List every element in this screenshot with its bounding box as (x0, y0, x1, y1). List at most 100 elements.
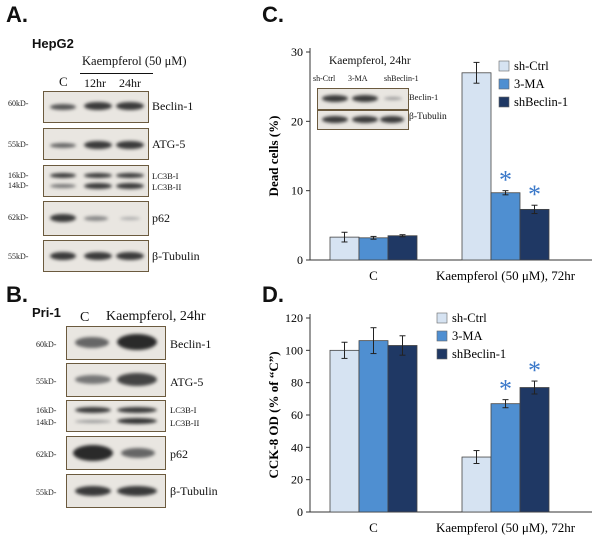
panel-b-protein-atg5: ATG-5 (170, 375, 204, 389)
panel-a-treatment-bracket (80, 73, 153, 74)
panel-a-blot-lc3b (43, 165, 149, 197)
panel-a-protein-p62: p62 (152, 211, 170, 225)
panel-d-bar-shBeclin-1-kaempferol (519, 387, 550, 513)
panel-d-bar-3-MA-control (358, 340, 389, 513)
panel-c-inset-lane-shctrl: sh-Ctrl (313, 74, 336, 83)
panel-c-bar-sh-Ctrl-kaempferol (461, 72, 492, 261)
panel-c-legend-swatch-sh-Ctrl (498, 60, 510, 72)
panel-d-y-axis-label: CCK-8 OD (% of “C”) (266, 351, 281, 478)
panel-c-significance-star: * (499, 166, 512, 195)
panel-d-y-tick-label: 80 (291, 376, 303, 390)
panel-d-legend-swatch-3-MA (436, 330, 448, 342)
panel-d-y-tick-label: 0 (297, 505, 303, 519)
panel-d-chart: 0 20 40 60 80 100 120 CCK-8 OD (% of “C”) C Kaemp… (266, 311, 592, 535)
panel-c-bar-3-MA-control (358, 237, 389, 261)
panel-a-mw-lc3b-i: 16kD- (8, 171, 29, 180)
panel-a-mw-beclin: 60kD- (8, 99, 29, 108)
panel-c-inset-blot-beclin (317, 88, 409, 110)
panel-d-letter: D. (262, 282, 284, 307)
panel-b-blot-p62 (66, 436, 166, 470)
panel-b-lane-kaempferol: Kaempferol, 24hr (106, 309, 206, 324)
panel-c-y-tick-label: 30 (291, 45, 303, 59)
panel-d-significance-star: * (528, 356, 541, 385)
panel-d-legend-swatch-sh-Ctrl (436, 312, 448, 324)
panel-d-y-tick-label: 60 (291, 408, 303, 422)
panel-a-protein-lc3b-i: LC3B-I (152, 171, 179, 181)
panel-a-lane-12hr: 12hr (84, 76, 106, 90)
panel-c-y-axis-label: Dead cells (%) (266, 116, 281, 197)
panel-a-blot-p62 (43, 201, 149, 236)
panel-c-chart: 0 10 20 30 Dead cells (%) C Kaempferol (50 μM)… (266, 45, 592, 283)
panel-d-significance-star: * (499, 375, 512, 404)
panel-c-inset-title: Kaempferol, 24hr (329, 55, 411, 67)
panel-c-x-category-label: Kaempferol (50 μM), 72hr (436, 268, 576, 283)
panel-b-protein-beclin: Beclin-1 (170, 337, 212, 351)
panel-a-lane-c: C (59, 74, 68, 89)
panel-d-x-category-label: Kaempferol (50 μM), 72hr (436, 520, 576, 535)
panel-b-cell-line: Pri-1 (32, 305, 61, 320)
panel-a-protein-tubulin: β-Tubulin (152, 249, 200, 263)
panel-b-blot-atg5 (66, 363, 166, 397)
panel-c-inset-blot-tubulin (317, 110, 409, 130)
panel-c-y-tick-label: 10 (291, 184, 303, 198)
panel-c-legend-label-sh-Ctrl: sh-Ctrl (514, 59, 549, 73)
panel-c-bar-3-MA-kaempferol (490, 192, 521, 261)
panel-d-legend-label-3-MA: 3-MA (452, 329, 483, 343)
panel-c-inset-lane-shbeclin: shBeclin-1 (384, 74, 419, 83)
panel-b-mw-atg5: 55kD- (36, 377, 57, 386)
panel-b-protein-p62: p62 (170, 447, 188, 461)
panel-d-bar-sh-Ctrl-control (329, 349, 360, 513)
panel-b-protein-lc3b-ii: LC3B-II (170, 418, 200, 428)
panel-a-treatment: Kaempferol (50 μM) (82, 54, 187, 68)
panel-a-mw-p62: 62kD- (8, 213, 29, 222)
panel-a-cell-line: HepG2 (32, 36, 74, 51)
panel-a-mw-tubulin: 55kD- (8, 252, 29, 261)
panel-c-inset-protein-tubulin: β-Tubulin (409, 112, 447, 122)
panel-a-letter: A. (6, 2, 28, 27)
panel-a-blot-beclin (43, 91, 149, 123)
panel-c-inset-protein-beclin: Beclin-1 (409, 92, 439, 102)
panel-b-lane-c: C (80, 310, 90, 325)
panel-c-x-category-label: C (369, 268, 378, 283)
panel-b-mw-lc3b-ii: 14kD- (36, 418, 57, 427)
panel-c-legend-swatch-3-MA (498, 78, 510, 90)
panel-d-x-category-label: C (369, 520, 378, 535)
panel-b-mw-p62: 62kD- (36, 450, 57, 459)
panel-d-bar-3-MA-kaempferol (490, 403, 521, 513)
panel-d-y-tick-label: 120 (285, 311, 303, 325)
panel-d-y-tick-label: 20 (291, 473, 303, 487)
panel-d-y-tick-label: 40 (291, 440, 303, 454)
panel-b-protein-tubulin: β-Tubulin (170, 484, 218, 498)
panel-a-protein-beclin: Beclin-1 (152, 99, 194, 113)
panel-d-legend-label-shBeclin-1: shBeclin-1 (452, 347, 506, 361)
panel-b-mw-beclin: 60kD- (36, 340, 57, 349)
panel-a-mw-lc3b-ii: 14kD- (8, 181, 29, 190)
panel-d-legend-label-sh-Ctrl: sh-Ctrl (452, 311, 487, 325)
panel-a-lane-24hr: 24hr (119, 76, 141, 90)
panel-d-bar-shBeclin-1-control (387, 345, 418, 513)
panel-c-legend-swatch-shBeclin-1 (498, 96, 510, 108)
panel-c-significance-star: * (528, 180, 541, 209)
panel-b-protein-lc3b-i: LC3B-I (170, 405, 197, 415)
panel-b-letter: B. (6, 282, 28, 307)
panel-c-y-tick-label: 0 (297, 253, 303, 267)
panel-c-bar-shBeclin-1-kaempferol (519, 208, 550, 261)
panel-c-legend-label-3-MA: 3-MA (514, 77, 545, 91)
panel-d-bar-sh-Ctrl-kaempferol (461, 456, 492, 513)
panel-c-y-tick-label: 20 (291, 114, 303, 128)
panel-c-bar-shBeclin-1-control (387, 235, 418, 261)
panel-a-blot-tubulin (43, 240, 149, 272)
panel-c-legend-label-shBeclin-1: shBeclin-1 (514, 95, 568, 109)
panel-d-legend-swatch-shBeclin-1 (436, 348, 448, 360)
panel-b-mw-lc3b-i: 16kD- (36, 406, 57, 415)
panel-b-blot-beclin (66, 326, 166, 360)
panel-d-y-tick-label: 100 (285, 343, 303, 357)
panel-a-blot-atg5 (43, 128, 149, 160)
panel-b-mw-tubulin: 55kD- (36, 488, 57, 497)
panel-b-blot-lc3b (66, 400, 166, 432)
panel-b-blot-tubulin (66, 474, 166, 508)
panel-a-protein-atg5: ATG-5 (152, 137, 186, 151)
panel-a-mw-atg5: 55kD- (8, 140, 29, 149)
panel-a-protein-lc3b-ii: LC3B-II (152, 182, 182, 192)
panel-c-inset-lane-3ma: 3-MA (348, 74, 368, 83)
